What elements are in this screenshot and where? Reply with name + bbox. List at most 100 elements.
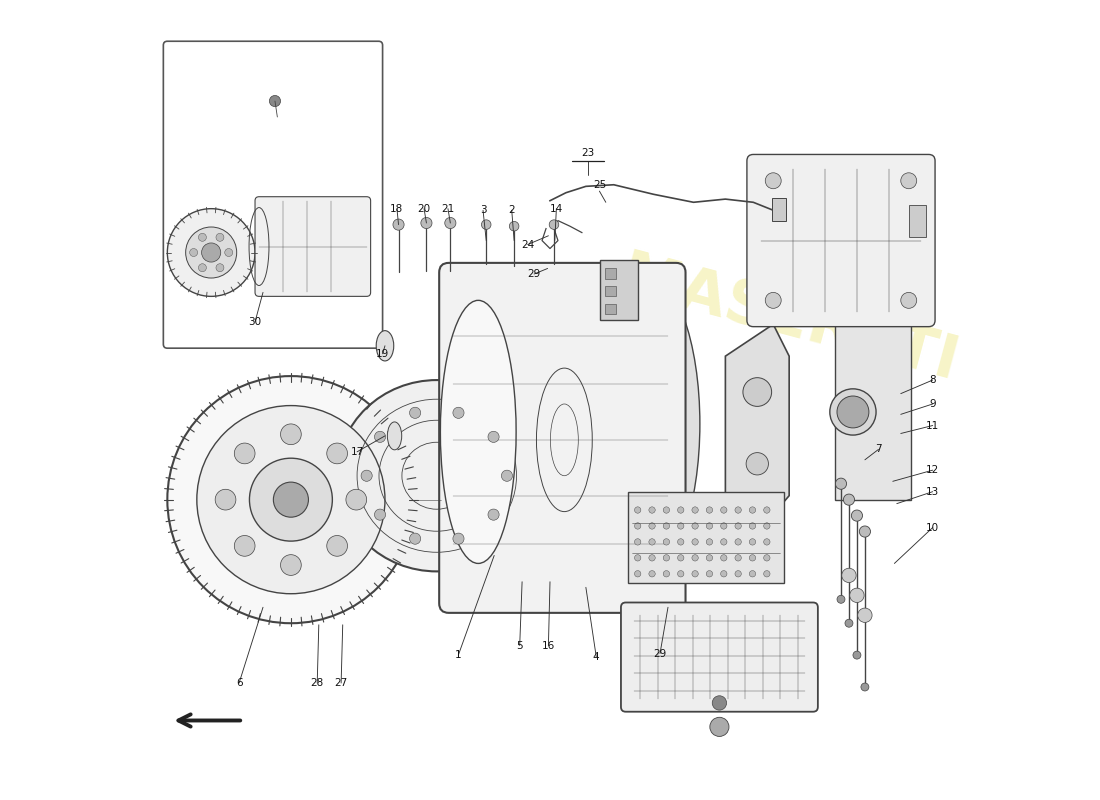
Text: 29: 29 — [527, 269, 541, 279]
Circle shape — [216, 234, 224, 242]
Circle shape — [374, 509, 386, 520]
Text: 27: 27 — [334, 678, 348, 688]
Ellipse shape — [588, 273, 700, 575]
Circle shape — [409, 533, 420, 544]
Text: MASERATI: MASERATI — [614, 246, 965, 394]
Circle shape — [678, 538, 684, 545]
Circle shape — [453, 407, 464, 418]
Circle shape — [234, 443, 255, 464]
Circle shape — [374, 431, 386, 442]
Text: 8: 8 — [930, 375, 936, 385]
Circle shape — [421, 218, 432, 229]
Circle shape — [842, 568, 856, 582]
Circle shape — [746, 453, 769, 475]
Circle shape — [851, 510, 862, 521]
Text: 23: 23 — [581, 148, 594, 158]
Circle shape — [663, 538, 670, 545]
Circle shape — [409, 407, 420, 418]
Circle shape — [678, 507, 684, 514]
Bar — [605, 303, 616, 314]
Text: 19: 19 — [376, 349, 389, 358]
FancyBboxPatch shape — [747, 154, 935, 326]
FancyBboxPatch shape — [439, 263, 685, 613]
FancyBboxPatch shape — [621, 602, 818, 712]
Circle shape — [224, 249, 233, 257]
Circle shape — [635, 522, 641, 529]
Circle shape — [692, 538, 698, 545]
Circle shape — [635, 538, 641, 545]
Circle shape — [763, 554, 770, 561]
Circle shape — [720, 554, 727, 561]
Circle shape — [845, 619, 853, 627]
Circle shape — [216, 490, 235, 510]
Bar — [410, 448, 441, 551]
Text: a passion for parts since 1985: a passion for parts since 1985 — [319, 505, 781, 534]
Ellipse shape — [440, 300, 516, 563]
Ellipse shape — [829, 389, 876, 435]
Text: 13: 13 — [926, 486, 939, 497]
Circle shape — [234, 535, 255, 556]
Bar — [605, 286, 616, 296]
Circle shape — [663, 554, 670, 561]
Circle shape — [735, 570, 741, 577]
Text: 7: 7 — [876, 445, 882, 454]
Circle shape — [712, 696, 727, 710]
Circle shape — [509, 222, 519, 231]
Circle shape — [735, 507, 741, 514]
Circle shape — [835, 478, 847, 490]
Circle shape — [167, 376, 415, 623]
Circle shape — [720, 522, 727, 529]
Circle shape — [706, 522, 713, 529]
Text: 6: 6 — [235, 678, 242, 688]
Text: 17: 17 — [351, 447, 364, 457]
Circle shape — [766, 173, 781, 189]
Text: 16: 16 — [542, 641, 556, 650]
Circle shape — [453, 533, 464, 544]
Text: 28: 28 — [310, 678, 323, 688]
Circle shape — [270, 95, 280, 106]
Text: 25: 25 — [593, 180, 606, 190]
Circle shape — [844, 494, 855, 506]
Circle shape — [692, 554, 698, 561]
Bar — [601, 261, 638, 320]
Bar — [909, 205, 926, 237]
Circle shape — [858, 608, 872, 622]
Circle shape — [706, 554, 713, 561]
Ellipse shape — [387, 422, 402, 450]
Circle shape — [706, 507, 713, 514]
Circle shape — [763, 507, 770, 514]
Circle shape — [710, 718, 729, 737]
Circle shape — [837, 396, 869, 428]
Circle shape — [735, 554, 741, 561]
Circle shape — [859, 526, 870, 537]
Text: 10: 10 — [926, 522, 939, 533]
Circle shape — [197, 406, 385, 594]
Circle shape — [201, 243, 221, 262]
Circle shape — [749, 538, 756, 545]
Circle shape — [766, 292, 781, 308]
Circle shape — [167, 209, 255, 296]
Circle shape — [327, 443, 348, 464]
Text: 30: 30 — [249, 317, 262, 327]
Circle shape — [763, 570, 770, 577]
Text: 21: 21 — [441, 204, 454, 214]
Circle shape — [189, 249, 198, 257]
Text: 1: 1 — [455, 650, 462, 660]
Circle shape — [488, 509, 499, 520]
Text: 12: 12 — [926, 465, 939, 475]
Circle shape — [649, 538, 656, 545]
Bar — [628, 492, 783, 583]
Text: 3: 3 — [480, 206, 486, 215]
Text: 4: 4 — [593, 652, 600, 662]
Ellipse shape — [376, 330, 394, 361]
Circle shape — [763, 522, 770, 529]
Text: 14: 14 — [550, 204, 563, 214]
Circle shape — [649, 554, 656, 561]
Circle shape — [280, 554, 301, 575]
Circle shape — [549, 220, 559, 230]
Text: 24: 24 — [521, 239, 535, 250]
Circle shape — [649, 507, 656, 514]
Circle shape — [763, 538, 770, 545]
Circle shape — [216, 264, 224, 272]
Circle shape — [274, 482, 308, 517]
